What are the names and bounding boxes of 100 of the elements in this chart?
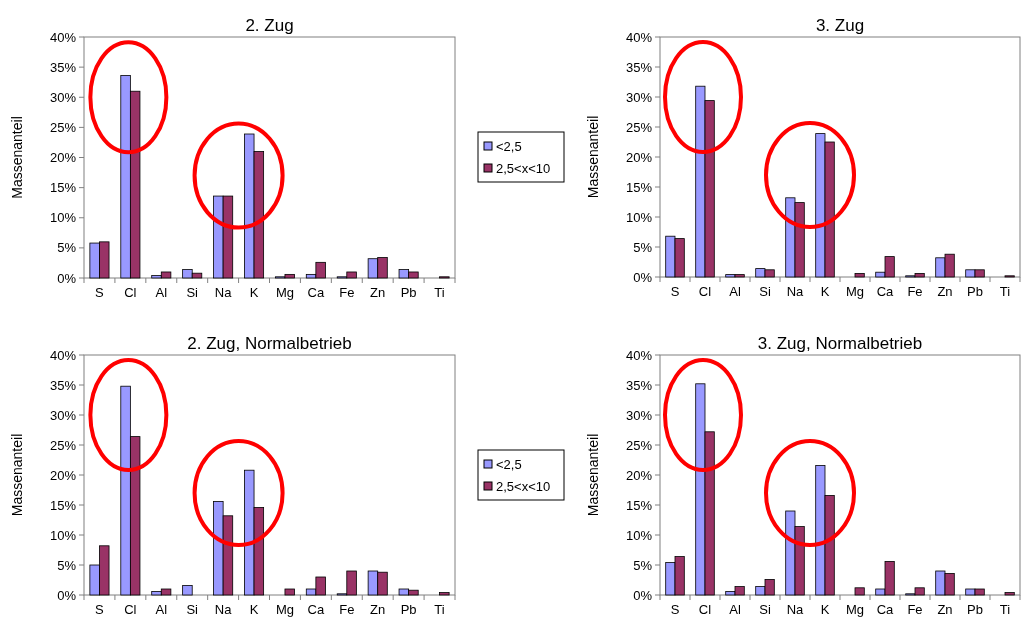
y-tick-label: 35% [49,377,77,393]
x-tick-label: Fe [339,285,355,300]
x-tick-label: Cl [124,285,137,300]
y-tick-label: 5% [633,239,653,255]
bar [182,585,193,596]
bar [854,273,865,278]
x-tick-label: Cl [698,602,712,617]
y-tick-label: 35% [49,59,77,75]
y-tick-label: 0% [633,587,653,603]
y-tick-label: 40% [625,29,653,45]
x-tick-label: Ca [307,602,325,617]
bar [1004,592,1015,596]
y-tick-label: 25% [625,437,653,453]
y-tick-label: 5% [633,557,653,573]
y-tick-label: 30% [625,407,653,423]
x-tick-label: Si [759,602,771,617]
x-tick-label: Pb [967,602,983,617]
x-tick-label: Na [786,284,805,299]
x-tick-label: K [820,284,830,299]
y-tick-label: 15% [625,179,653,195]
y-tick-label: 15% [49,497,77,513]
chart-title: 2. Zug, Normalbetrieb [187,334,352,353]
y-tick-label: 10% [625,527,653,543]
x-tick-label: Mg [845,284,865,299]
x-tick-label: Al [155,285,168,300]
x-tick-label: Mg [275,285,294,300]
x-tick-label: Mg [275,602,294,617]
y-tick-label: 40% [49,347,77,363]
y-tick-label: 0% [57,270,77,286]
x-tick-label: Ti [434,285,445,300]
x-tick-label: Si [186,602,199,617]
x-tick-label: S [670,602,680,617]
x-tick-label: Ca [876,602,895,617]
y-tick-label: 25% [49,437,77,453]
y-tick-label: 25% [49,119,77,135]
x-tick-label: K [249,285,259,300]
y-tick-label: 20% [625,149,653,165]
x-tick-label: Si [186,285,199,300]
legend-label: 2,5<x<10 [496,160,551,176]
legend-label: <2,5 [496,138,522,154]
x-tick-label: Pb [400,602,417,617]
y-tick-label: 35% [625,59,653,75]
x-tick-label: Zn [370,602,386,617]
x-tick-label: Fe [339,602,355,617]
x-tick-label: Al [729,284,741,299]
y-tick-label: 10% [625,209,653,225]
legend-label: 2,5<x<10 [496,478,551,494]
y-tick-label: 35% [625,377,653,393]
chart-title: 3. Zug [815,16,865,35]
x-tick-label: S [95,602,105,617]
x-tick-label: Pb [967,284,983,299]
x-tick-label: Mg [845,602,865,617]
x-tick-label: Zn [370,285,386,300]
y-axis-title: Massenanteil [585,433,601,517]
y-axis-title: Massenanteil [585,115,601,199]
y-tick-label: 30% [49,89,77,105]
x-tick-label: Cl [124,602,137,617]
y-tick-label: 20% [625,467,653,483]
x-tick-label: Zn [937,284,953,299]
y-tick-label: 0% [57,587,77,603]
x-tick-label: Cl [698,284,712,299]
bar [439,592,450,596]
y-tick-label: 20% [49,467,77,483]
x-tick-label: Al [729,602,741,617]
x-tick-label: Si [759,284,771,299]
x-tick-label: Na [214,285,233,300]
x-tick-label: Pb [400,285,417,300]
x-tick-label: Na [214,602,233,617]
y-axis-title: Massenanteil [9,116,25,199]
y-tick-label: 5% [57,557,77,573]
x-tick-label: Al [155,602,168,617]
y-tick-label: 40% [625,347,653,363]
y-tick-label: 5% [57,240,77,256]
x-tick-label: Fe [907,602,923,617]
x-tick-label: Ca [307,285,325,300]
y-tick-label: 15% [625,497,653,513]
y-tick-label: 10% [49,527,77,543]
y-tick-label: 0% [633,269,653,285]
x-tick-label: K [249,602,259,617]
y-tick-label: 25% [625,119,653,135]
x-tick-label: Ti [999,602,1011,617]
x-tick-label: Na [786,602,805,617]
chart-title: 2. Zug [245,16,294,35]
x-tick-label: S [670,284,680,299]
y-tick-label: 20% [49,150,77,166]
legend-label: <2,5 [496,456,522,472]
y-tick-label: 30% [49,407,77,423]
bar [854,587,865,596]
bar [284,588,295,596]
x-tick-label: Ca [876,284,895,299]
y-tick-label: 30% [625,89,653,105]
x-tick-label: Fe [907,284,923,299]
x-tick-label: K [820,602,830,617]
x-tick-label: Ti [434,602,445,617]
x-tick-label: Zn [937,602,953,617]
y-tick-label: 15% [49,180,77,196]
chart-title: 3. Zug, Normalbetrieb [757,334,923,353]
x-tick-label: Ti [999,284,1011,299]
x-tick-label: S [95,285,105,300]
y-tick-label: 40% [49,29,77,45]
